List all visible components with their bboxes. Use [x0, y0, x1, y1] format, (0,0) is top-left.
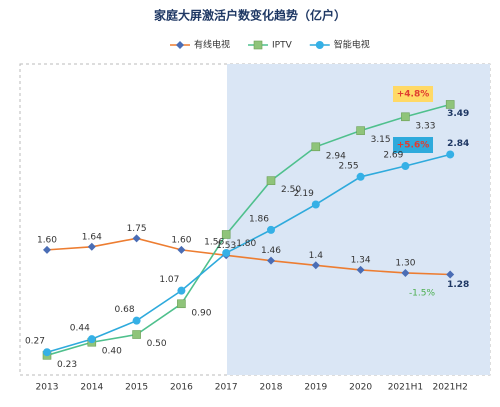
annotation-box — [393, 86, 433, 102]
x-tick-label: 2018 — [260, 383, 283, 393]
data-label: 0.27 — [25, 337, 45, 347]
data-label: 1.28 — [447, 280, 469, 290]
data-label: 1.56 — [204, 237, 224, 247]
annotation: +4.8% — [397, 90, 430, 100]
legend-label: 智能电视 — [334, 39, 370, 51]
x-tick-label: 2016 — [170, 383, 193, 393]
chart-title: 家庭大屏激活户数变化趋势（亿户） — [154, 8, 346, 23]
marker — [445, 100, 455, 109]
marker — [356, 126, 365, 135]
data-label: 1.64 — [82, 232, 102, 242]
data-label: 3.33 — [415, 121, 435, 131]
data-label: 1.60 — [37, 235, 57, 245]
data-label: 2.69 — [383, 151, 403, 161]
marker — [177, 286, 186, 295]
legend-label: IPTV — [272, 41, 293, 51]
x-tick-label: 2015 — [125, 383, 148, 393]
data-label: 2.50 — [281, 185, 301, 195]
marker — [446, 150, 455, 159]
series-line — [46, 237, 451, 276]
data-label: 2.55 — [339, 161, 359, 171]
data-label: 3.15 — [371, 135, 391, 145]
marker — [132, 330, 141, 339]
marker — [87, 335, 96, 344]
data-label: 0.23 — [57, 360, 77, 370]
data-label: 1.60 — [171, 235, 191, 245]
marker — [267, 256, 275, 265]
x-tick-label: 2021H1 — [388, 383, 423, 393]
legend-marker — [253, 40, 263, 50]
data-label: 0.50 — [147, 339, 167, 349]
legend-label: 有线电视 — [194, 39, 230, 51]
marker — [221, 230, 231, 239]
marker — [311, 142, 321, 152]
x-tick-label: 2017 — [215, 383, 238, 393]
series-line — [46, 153, 451, 353]
marker — [177, 299, 186, 309]
marker — [401, 268, 410, 277]
forecast-shade — [227, 64, 490, 375]
annotation: +5.6% — [397, 141, 430, 151]
marker — [356, 265, 365, 274]
annotation-box — [393, 137, 433, 153]
data-label: 1.86 — [249, 214, 269, 224]
data-label: 0.40 — [102, 347, 122, 357]
legend: 有线电视 IPTV 智能电视 — [170, 39, 370, 51]
data-label: 1.53 — [216, 241, 236, 251]
data-label: 2.94 — [326, 151, 346, 161]
x-tick-label: 2013 — [36, 383, 59, 393]
data-label: 1.80 — [236, 239, 256, 249]
marker — [43, 245, 51, 254]
marker — [356, 172, 365, 181]
marker — [132, 316, 141, 325]
data-label: 1.4 — [309, 251, 324, 261]
marker — [401, 112, 410, 122]
data-label: 2.19 — [294, 189, 314, 199]
data-label: 2.84 — [447, 139, 469, 149]
data-label: 3.49 — [447, 109, 469, 119]
x-tick-label: 2021H2 — [432, 383, 467, 393]
marker — [266, 176, 276, 185]
data-label: 0.90 — [191, 308, 211, 318]
marker — [87, 242, 96, 251]
data-label: 0.68 — [115, 305, 135, 315]
series-line — [46, 103, 451, 357]
marker — [311, 261, 320, 270]
marker — [267, 225, 275, 234]
x-tick-label: 2014 — [80, 383, 103, 393]
marker — [222, 248, 231, 257]
data-label: 1.34 — [351, 255, 371, 265]
marker — [401, 162, 410, 171]
data-label: 1.07 — [159, 275, 179, 285]
x-tick-label: 2019 — [304, 383, 327, 393]
legend-marker — [176, 41, 184, 49]
marker — [132, 234, 141, 243]
marker — [43, 348, 51, 357]
data-label: 1.75 — [127, 224, 147, 234]
legend-marker — [315, 41, 324, 49]
data-label: 1.30 — [395, 258, 415, 268]
marker — [446, 270, 455, 279]
marker — [311, 200, 320, 209]
x-tick-label: 2020 — [349, 383, 372, 393]
data-label: 1.46 — [261, 246, 281, 256]
annotation: -1.5% — [409, 289, 436, 299]
marker — [177, 245, 186, 254]
data-label: 0.44 — [70, 324, 90, 334]
